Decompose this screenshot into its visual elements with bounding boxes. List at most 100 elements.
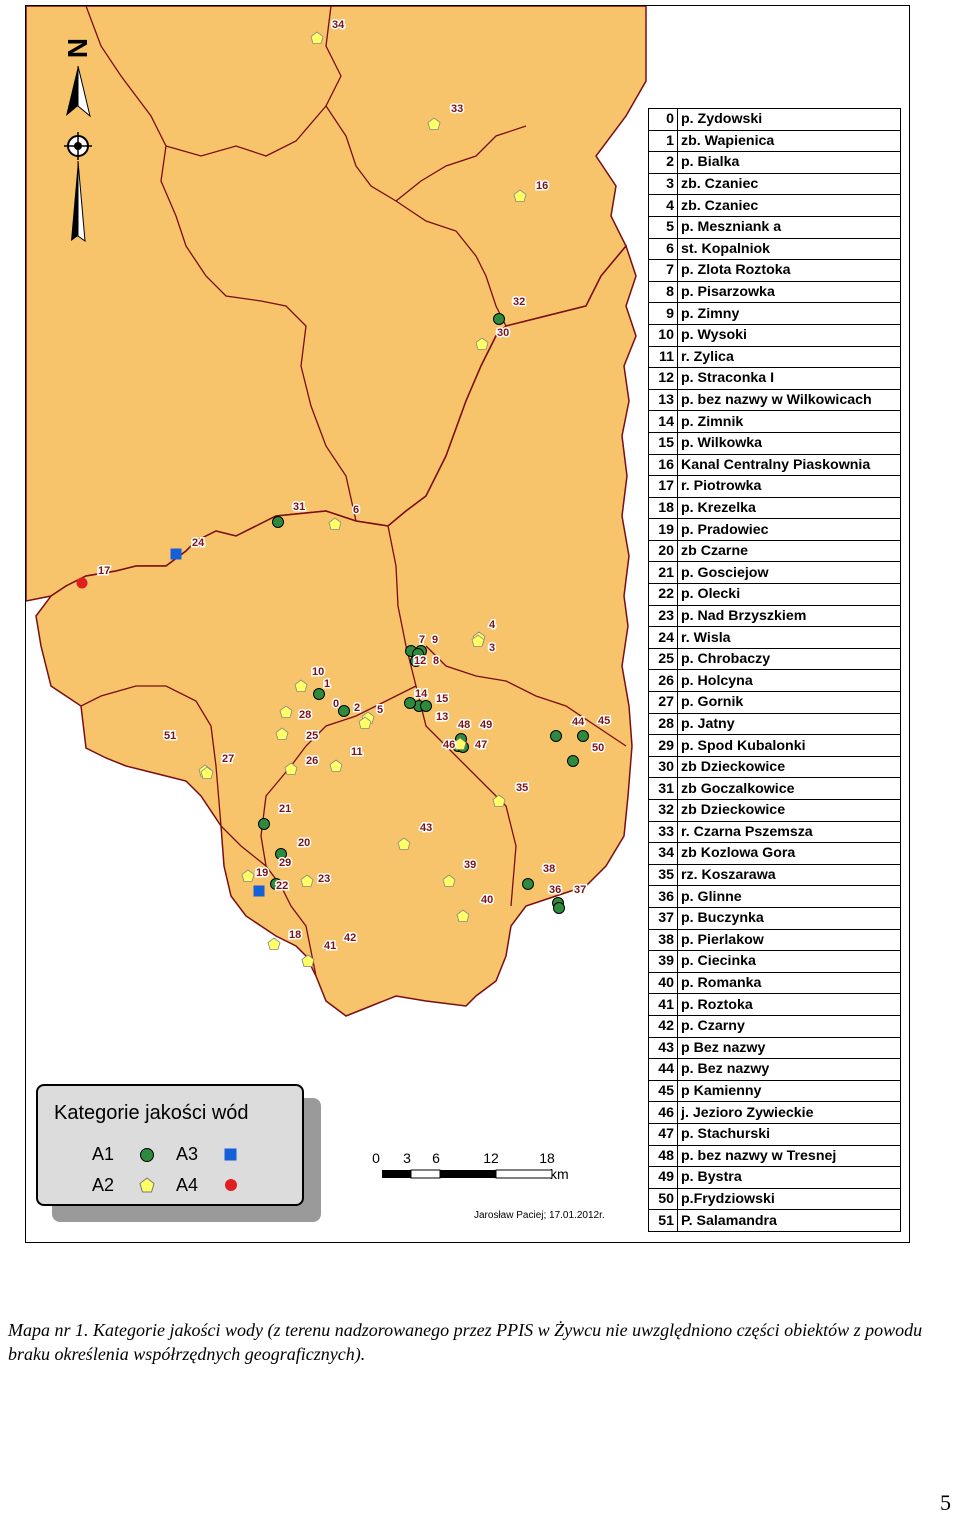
site-marker xyxy=(397,837,411,850)
site-label: 31 xyxy=(293,501,305,513)
table-row: 42 p. Czarny xyxy=(648,1014,901,1038)
site-label: 30 xyxy=(497,327,509,339)
site-name: p. Pisarzowka xyxy=(677,280,901,304)
site-name: zb. Czaniec xyxy=(677,194,901,217)
table-row: 9 p. Zimny xyxy=(648,302,901,325)
site-number: 44 xyxy=(648,1058,678,1081)
site-label: 2 xyxy=(354,702,360,714)
legend-title: Kategorie jakości wód xyxy=(54,1102,249,1124)
table-row: 32 zb Dzieckowice xyxy=(648,799,901,822)
site-name: p. Gornik xyxy=(677,691,901,714)
site-label: 15 xyxy=(436,693,448,705)
site-name: p. Bystra xyxy=(677,1166,901,1189)
site-name: p. Glinne xyxy=(677,885,901,908)
table-row: 22 p. Olecki xyxy=(648,583,901,606)
table-row: 18 p. Krezelka xyxy=(648,496,901,520)
site-number: 21 xyxy=(648,561,678,585)
site-name: p. Olecki xyxy=(677,583,901,606)
site-number: 16 xyxy=(648,453,678,477)
legend-symbol-a1 xyxy=(140,1148,154,1162)
site-marker xyxy=(313,688,325,700)
site-label: 12 xyxy=(414,655,426,667)
table-row: 7 p. Zlota Roztoka xyxy=(648,259,901,282)
legend: Kategorie jakości wód A1 A3 A2 A4 xyxy=(36,1084,304,1206)
site-number: 43 xyxy=(648,1036,678,1060)
site-number: 11 xyxy=(648,345,678,369)
site-marker xyxy=(241,869,255,882)
scale-tick: 6 xyxy=(432,1150,440,1166)
site-number: 27 xyxy=(648,691,678,714)
site-label: 40 xyxy=(481,894,493,906)
site-name: p. Spod Kubalonki xyxy=(677,734,901,757)
site-name: p Bez nazwy xyxy=(677,1036,901,1060)
site-label: 33 xyxy=(451,103,463,115)
table-row: 28 p. Jatny xyxy=(648,712,901,736)
site-name: zb Goczalkowice xyxy=(677,777,901,800)
site-name: p. Zlota Roztoka xyxy=(677,259,901,282)
table-row: 0 p. Zydowski xyxy=(648,108,901,131)
site-label: 13 xyxy=(436,711,448,723)
site-table: 0 p. Zydowski 1 zb. Wapienica 2 p. Bialka 3 zb.… xyxy=(648,108,901,1232)
legend-label-a3: A3 xyxy=(176,1144,199,1164)
site-name: zb Czarne xyxy=(677,539,901,563)
site-name: p. Gosciejow xyxy=(677,561,901,585)
site-number: 0 xyxy=(648,108,678,131)
site-number: 51 xyxy=(648,1209,678,1232)
site-label: 22 xyxy=(276,880,288,892)
site-marker xyxy=(300,874,314,887)
site-marker xyxy=(492,794,506,807)
site-marker xyxy=(522,878,534,890)
table-row: 24 r. Wisla xyxy=(648,626,901,649)
legend-symbol-a4 xyxy=(225,1179,237,1191)
table-row: 21 p. Gosciejow xyxy=(648,561,901,585)
site-number: 8 xyxy=(648,280,678,304)
site-label: 17 xyxy=(98,565,110,577)
site-name: p. Buczynka xyxy=(677,906,901,930)
site-label: 8 xyxy=(433,655,439,667)
site-number: 18 xyxy=(648,496,678,520)
table-row: 29 p. Spod Kubalonki xyxy=(648,734,901,757)
site-marker xyxy=(279,705,293,718)
site-name: st. Kopalniok xyxy=(677,237,901,261)
legend-symbol-a3 xyxy=(224,1148,237,1161)
site-marker xyxy=(267,937,281,950)
table-row: 50 p.Frydziowski xyxy=(648,1187,901,1211)
site-label: 50 xyxy=(592,742,604,754)
site-name: p. Bialka xyxy=(677,151,901,174)
site-label: 19 xyxy=(256,867,268,879)
site-number: 34 xyxy=(648,842,678,865)
north-arrow-label: N xyxy=(62,38,93,58)
scale-tick: 3 xyxy=(403,1150,411,1166)
table-row: 44 p. Bez nazwy xyxy=(648,1058,901,1081)
site-number: 17 xyxy=(648,475,678,498)
table-row: 2 p. Bialka xyxy=(648,151,901,174)
site-label: 36 xyxy=(549,884,561,896)
site-name: p. Pradowiec xyxy=(677,518,901,541)
site-name: p. Ciecinka xyxy=(677,950,901,973)
site-marker xyxy=(442,874,456,887)
table-row: 37 p. Buczynka xyxy=(648,906,901,930)
site-number: 29 xyxy=(648,734,678,757)
site-number: 47 xyxy=(648,1122,678,1146)
table-row: 11 r. Zylica xyxy=(648,345,901,369)
site-name: zb. Czaniec xyxy=(677,172,901,196)
table-row: 30 zb Dzieckowice xyxy=(648,755,901,779)
site-number: 30 xyxy=(648,755,678,779)
scale-tick: 0 xyxy=(372,1150,380,1166)
site-number: 1 xyxy=(648,129,678,153)
site-number: 6 xyxy=(648,237,678,261)
table-row: 12 p. Straconka I xyxy=(648,367,901,390)
map-credit: Jarosław Paciej; 17.01.2012r. xyxy=(474,1210,605,1221)
table-row: 41 p. Roztoka xyxy=(648,993,901,1016)
site-marker xyxy=(329,759,343,772)
site-name: p. Zimny xyxy=(677,302,901,325)
site-label: 28 xyxy=(299,709,311,721)
site-label: 47 xyxy=(475,739,487,751)
table-row: 5 p. Meszniank a xyxy=(648,215,901,239)
land-area xyxy=(35,244,637,1017)
site-marker xyxy=(471,634,485,647)
table-row: 31 zb Goczalkowice xyxy=(648,777,901,800)
site-marker xyxy=(404,697,416,709)
site-marker xyxy=(270,878,282,890)
